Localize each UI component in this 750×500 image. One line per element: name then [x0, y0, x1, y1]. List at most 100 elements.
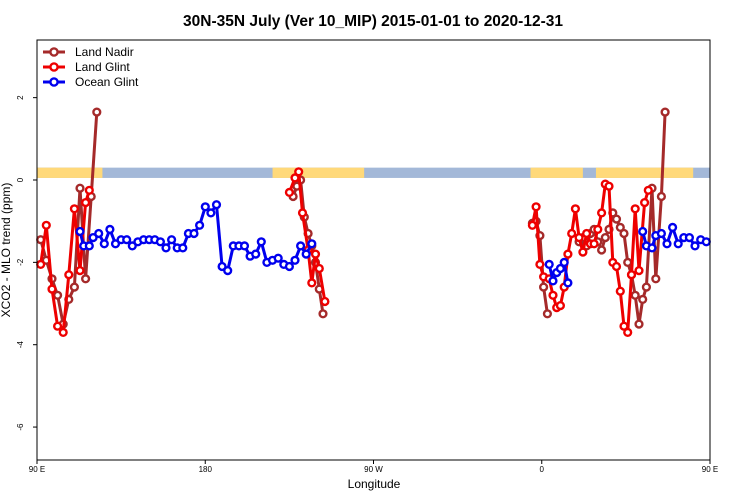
- x-axis: 90 E 180 90 W 0 90 E: [29, 460, 718, 474]
- data-point: [548, 290, 558, 300]
- legend-swatch-marker: [49, 77, 59, 87]
- data-point: [690, 241, 700, 251]
- data-point: [626, 270, 637, 280]
- data-point: [673, 239, 683, 249]
- data-point: [604, 181, 614, 191]
- data-point: [641, 282, 652, 292]
- data-point: [574, 233, 584, 243]
- data-point: [318, 309, 328, 319]
- land-band: [595, 167, 694, 178]
- data-point: [314, 263, 324, 274]
- data-point: [684, 233, 695, 243]
- data-point: [297, 208, 308, 218]
- data-point: [211, 200, 222, 210]
- data-point: [555, 301, 566, 311]
- data-point: [256, 237, 266, 247]
- data-point: [75, 183, 85, 193]
- data-point: [195, 220, 205, 230]
- y-tick-label: -6: [16, 423, 25, 431]
- data-point: [284, 261, 295, 272]
- data-point: [563, 278, 573, 288]
- data-point: [544, 259, 554, 270]
- data-point: [589, 239, 599, 249]
- land-band: [272, 167, 365, 178]
- data-point: [619, 321, 629, 331]
- data-point: [290, 255, 300, 265]
- data-point: [643, 185, 653, 195]
- data-point: [251, 249, 261, 259]
- plot-frame: [36, 39, 711, 461]
- data-point: [538, 282, 549, 292]
- land-band: [530, 167, 583, 178]
- data-point: [581, 228, 592, 239]
- data-point: [596, 208, 607, 218]
- data-point: [223, 266, 233, 276]
- data-point: [273, 253, 283, 263]
- ocean-band: [37, 167, 710, 178]
- data-point: [630, 290, 640, 300]
- legend-label: Land Glint: [75, 60, 130, 74]
- data-point: [80, 274, 91, 284]
- data-point: [84, 241, 94, 251]
- data-point: [531, 202, 541, 212]
- data-point: [623, 327, 633, 338]
- y-axis: 2 0 -2 -4 -6: [16, 95, 37, 431]
- x-axis-title: Longitude: [348, 477, 401, 491]
- legend-entry: Ocean Glint: [43, 75, 139, 89]
- data-point: [611, 261, 622, 272]
- data-point: [296, 241, 306, 251]
- surface-type-band: [37, 167, 710, 178]
- data-point: [75, 226, 85, 237]
- data-point: [58, 327, 68, 338]
- data-point: [548, 276, 558, 286]
- data-point: [189, 228, 199, 239]
- data-point: [638, 294, 648, 305]
- data-point: [80, 198, 91, 208]
- legend-label: Ocean Glint: [75, 75, 139, 89]
- y-tick-label: 2: [16, 95, 25, 100]
- data-point: [206, 208, 216, 218]
- data-point: [75, 266, 85, 276]
- x-tick-label: 90 E: [29, 465, 45, 474]
- y-axis-title: XCO2 - MLO trend (ppm): [0, 183, 13, 318]
- data-point: [647, 243, 657, 253]
- data-point: [69, 282, 80, 292]
- data-point: [623, 257, 633, 268]
- data-point: [611, 214, 622, 224]
- data-point: [36, 259, 46, 270]
- data-point: [535, 259, 545, 270]
- data-point: [41, 220, 51, 230]
- data-point: [527, 220, 538, 230]
- series-layer: [36, 107, 711, 338]
- data-point: [656, 191, 667, 202]
- legend-label: Land Nadir: [75, 45, 134, 59]
- data-point: [284, 187, 295, 198]
- legend-entry: Land Glint: [43, 60, 130, 74]
- data-point: [64, 270, 74, 280]
- data-point: [662, 239, 672, 249]
- data-point: [656, 228, 667, 239]
- data-point: [307, 239, 317, 249]
- y-tick-label: -4: [16, 341, 25, 349]
- data-point: [651, 274, 661, 284]
- legend-swatch-marker: [49, 47, 59, 57]
- x-tick-label: 0: [540, 465, 545, 474]
- data-point: [619, 228, 629, 239]
- data-point: [310, 249, 321, 259]
- land-band: [37, 167, 103, 178]
- x-tick-label: 180: [199, 465, 213, 474]
- data-point: [320, 296, 330, 307]
- data-point: [52, 290, 63, 300]
- series-land-glint: [36, 167, 653, 338]
- data-point: [570, 204, 581, 214]
- data-point: [307, 278, 317, 288]
- data-point: [593, 224, 603, 235]
- chart-title: 30N-35N July (Ver 10_MIP) 2015-01-01 to …: [183, 13, 563, 30]
- data-point: [542, 309, 553, 319]
- y-tick-label: -2: [16, 258, 25, 266]
- data-point: [47, 284, 57, 294]
- legend-swatch-marker: [49, 62, 59, 72]
- x-tick-label: 90 W: [364, 465, 383, 474]
- data-point: [200, 202, 210, 212]
